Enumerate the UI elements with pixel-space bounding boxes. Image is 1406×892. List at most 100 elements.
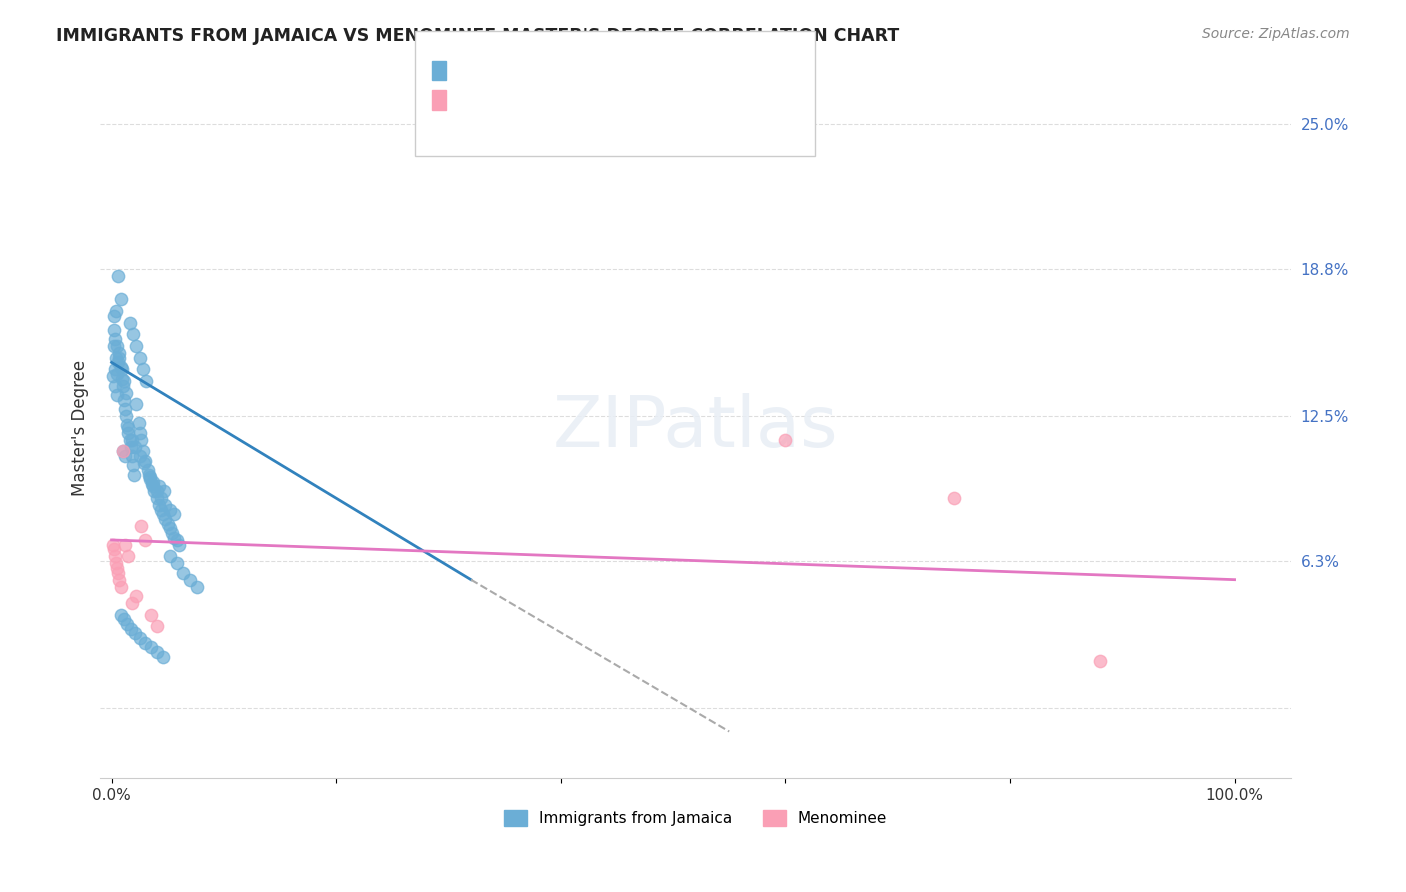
Point <box>112 392 135 407</box>
Point <box>111 444 134 458</box>
Point <box>114 538 136 552</box>
Point <box>139 472 162 486</box>
Point <box>122 467 145 482</box>
Point <box>159 549 181 564</box>
Point <box>163 508 186 522</box>
Point <box>115 409 138 424</box>
Point <box>107 355 129 369</box>
Point <box>107 566 129 580</box>
Point <box>159 502 181 516</box>
Point <box>108 573 131 587</box>
Point <box>104 549 127 564</box>
Point <box>101 369 124 384</box>
Point <box>111 372 134 386</box>
Point <box>139 470 162 484</box>
Point <box>166 557 188 571</box>
Point <box>114 402 136 417</box>
Point <box>117 617 139 632</box>
Text: -0.156: -0.156 <box>499 91 548 105</box>
Text: Source: ZipAtlas.com: Source: ZipAtlas.com <box>1202 27 1350 41</box>
Point <box>179 573 201 587</box>
Point <box>110 607 132 622</box>
Point <box>148 498 170 512</box>
Text: R =: R = <box>450 62 484 77</box>
Point <box>115 385 138 400</box>
Point <box>104 332 127 346</box>
Point <box>118 316 141 330</box>
Point <box>128 351 150 365</box>
Point <box>942 491 965 505</box>
Point <box>142 479 165 493</box>
Point <box>166 533 188 547</box>
Point <box>105 561 128 575</box>
Point <box>120 440 142 454</box>
Point <box>145 619 167 633</box>
Point <box>186 580 208 594</box>
Point <box>110 293 132 307</box>
Text: N =: N = <box>562 91 606 105</box>
Point <box>134 636 156 650</box>
Text: -0.482: -0.482 <box>499 62 548 77</box>
Point <box>103 323 125 337</box>
Point <box>111 444 134 458</box>
Point <box>118 433 141 447</box>
Point <box>112 374 135 388</box>
Point <box>128 425 150 440</box>
Point <box>135 374 157 388</box>
Point <box>120 622 142 636</box>
Point <box>153 483 176 498</box>
Point <box>128 449 150 463</box>
Point <box>101 538 124 552</box>
Point <box>141 476 163 491</box>
Point <box>148 479 170 493</box>
Point <box>128 416 150 430</box>
Point <box>134 453 156 467</box>
Text: R =: R = <box>450 91 484 105</box>
Point <box>143 483 166 498</box>
Point <box>108 351 131 365</box>
Point <box>139 607 162 622</box>
Point <box>129 433 152 447</box>
Point <box>172 566 194 580</box>
Point <box>121 449 143 463</box>
Point <box>122 327 145 342</box>
Point <box>125 397 148 411</box>
Point <box>110 360 132 375</box>
Point <box>103 309 125 323</box>
Point <box>163 531 186 545</box>
Point <box>145 491 167 505</box>
Point <box>132 444 155 458</box>
Point <box>117 418 139 433</box>
Point <box>150 491 173 505</box>
Point <box>114 449 136 463</box>
Point <box>134 533 156 547</box>
Point <box>121 596 143 610</box>
Point <box>150 502 173 516</box>
Point <box>110 580 132 594</box>
Point <box>136 463 159 477</box>
Text: 20: 20 <box>619 91 638 105</box>
Text: IMMIGRANTS FROM JAMAICA VS MENOMINEE MASTER'S DEGREE CORRELATION CHART: IMMIGRANTS FROM JAMAICA VS MENOMINEE MAS… <box>56 27 900 45</box>
Point <box>155 498 177 512</box>
Point <box>107 268 129 283</box>
Point <box>134 456 156 470</box>
Text: N =: N = <box>562 62 606 77</box>
Point <box>104 378 127 392</box>
Point <box>111 378 134 392</box>
Point <box>122 458 145 473</box>
Point <box>1088 655 1111 669</box>
Point <box>167 538 190 552</box>
Point <box>139 640 162 655</box>
Point <box>125 339 148 353</box>
Point <box>117 421 139 435</box>
Point <box>138 467 160 482</box>
Point <box>160 525 183 540</box>
Point <box>111 362 134 376</box>
Point <box>112 612 135 626</box>
Point <box>155 512 177 526</box>
Point <box>142 475 165 489</box>
Point <box>132 362 155 376</box>
Point <box>108 346 131 360</box>
Legend: Immigrants from Jamaica, Menominee: Immigrants from Jamaica, Menominee <box>496 803 894 834</box>
Point <box>105 367 128 381</box>
